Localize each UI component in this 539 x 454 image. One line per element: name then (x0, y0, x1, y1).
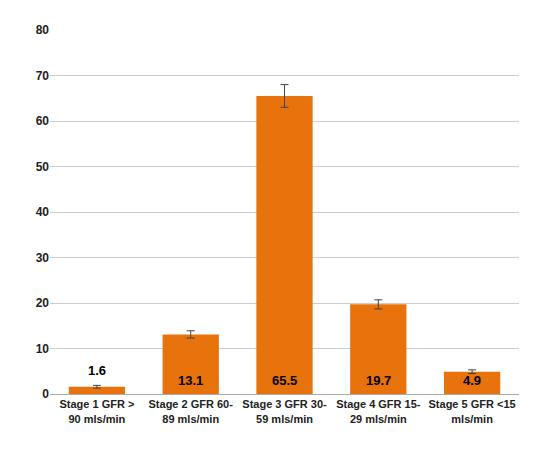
svg-text:70: 70 (36, 69, 50, 83)
svg-text:1.6: 1.6 (88, 363, 106, 378)
svg-text:10: 10 (36, 342, 50, 356)
svg-text:60: 60 (36, 114, 50, 128)
svg-text:Stage 5 GFR <15mls/min: Stage 5 GFR <15mls/min (429, 398, 516, 424)
svg-text:50: 50 (36, 160, 50, 174)
svg-text:13.1: 13.1 (178, 373, 203, 388)
svg-text:Stage 1 GFR >90 mls/min: Stage 1 GFR >90 mls/min (59, 398, 134, 424)
svg-text:30: 30 (36, 251, 50, 265)
svg-text:40: 40 (36, 205, 50, 219)
svg-text:Stage 4 GFR 15-29 mls/min: Stage 4 GFR 15-29 mls/min (336, 398, 421, 424)
svg-text:0: 0 (42, 387, 49, 401)
svg-text:65.5: 65.5 (272, 373, 297, 388)
svg-text:Stage 3 GFR 30-59 mls/min: Stage 3 GFR 30-59 mls/min (242, 398, 327, 424)
svg-text:4.9: 4.9 (463, 373, 481, 388)
svg-text:19.7: 19.7 (366, 373, 391, 388)
svg-text:Stage 2 GFR 60-89 mls/min: Stage 2 GFR 60-89 mls/min (149, 398, 234, 424)
svg-text:80: 80 (36, 23, 50, 37)
svg-text:20: 20 (36, 296, 50, 310)
